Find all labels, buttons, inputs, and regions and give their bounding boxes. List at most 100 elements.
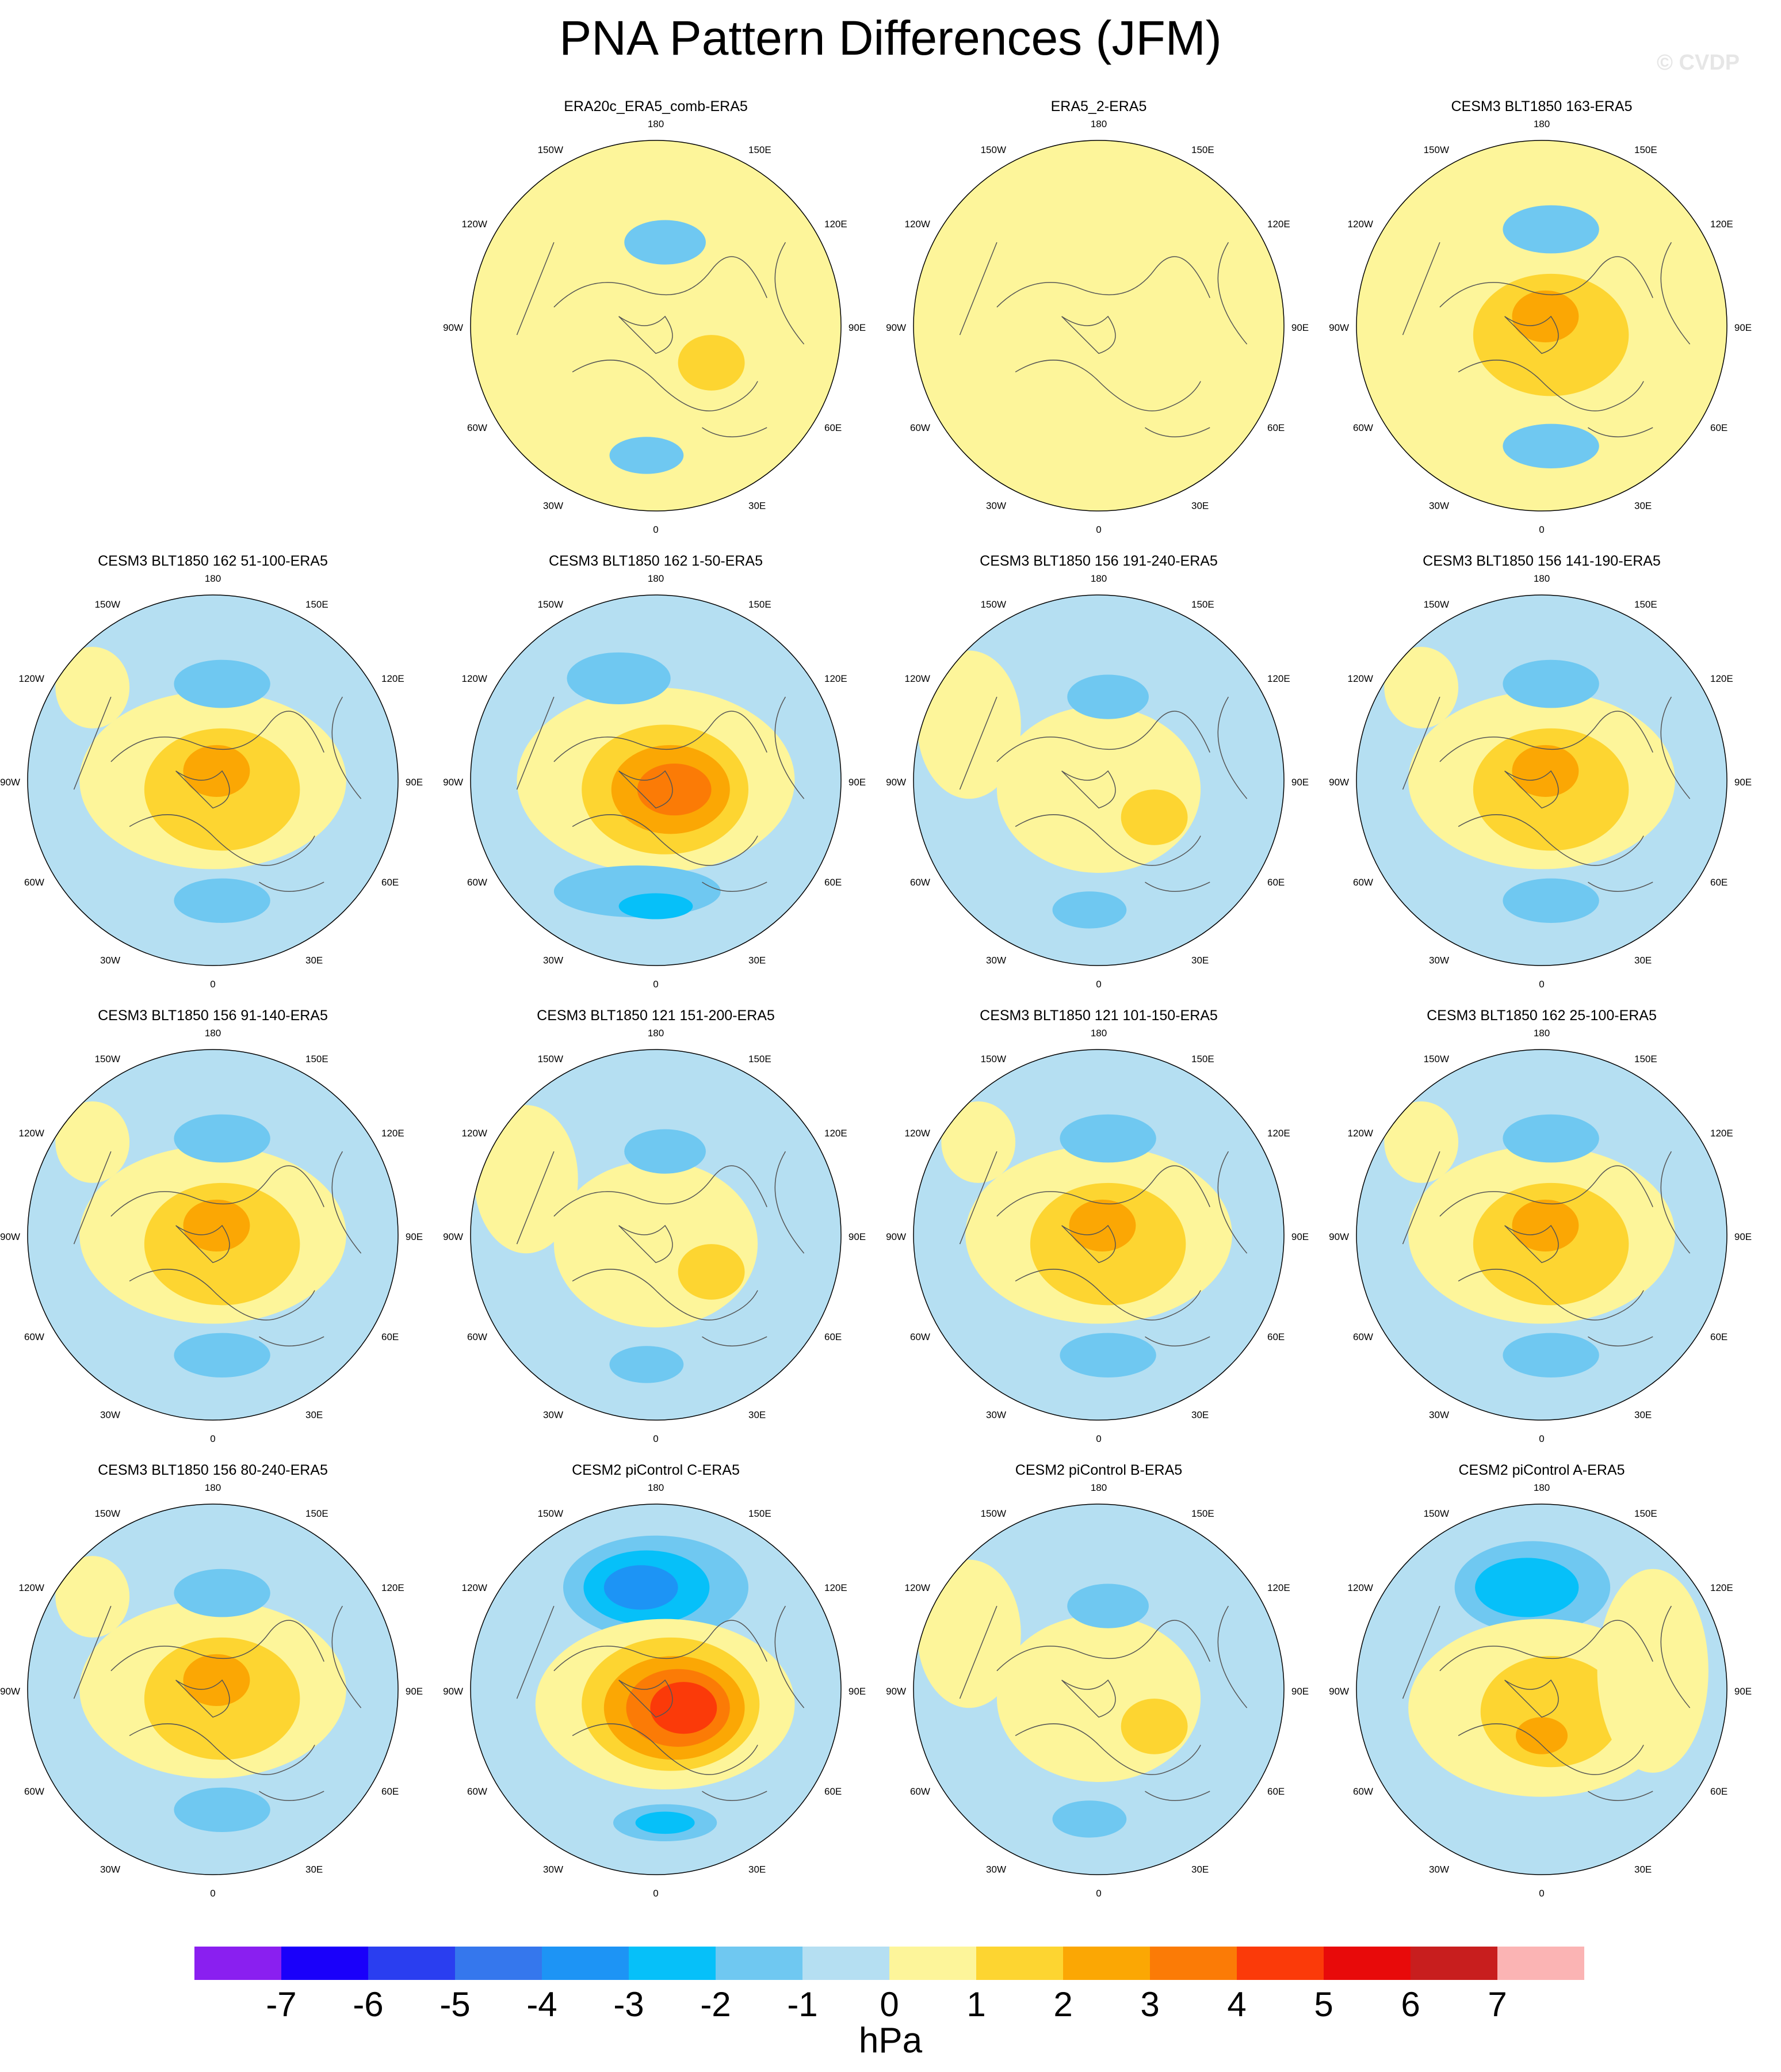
coastline — [572, 1269, 758, 1321]
longitude-label: 90E — [849, 322, 866, 333]
coastline — [959, 242, 997, 335]
anomaly-contour — [1503, 878, 1599, 923]
coastline — [1588, 882, 1653, 892]
colorbar-segment — [889, 1947, 976, 1980]
map-panel: CESM3 BLT1850 156 141-190-ERA5 180 150W 150… — [1329, 552, 1755, 995]
anomaly-contour — [650, 1682, 717, 1734]
colorbar-tick-label: -1 — [787, 1985, 817, 2021]
coastline — [1458, 1723, 1644, 1775]
longitude-label: 90W — [886, 777, 906, 788]
coastline — [1504, 770, 1559, 809]
longitude-label: 150E — [1191, 599, 1214, 610]
longitude-label: 30W — [100, 1864, 120, 1875]
coastline — [1217, 1151, 1248, 1254]
coastline — [1015, 1723, 1201, 1775]
polar-map: 180 150W 150E 120W 120E 90W 90E 60W 60E 30W 30E 0 — [0, 1028, 423, 1444]
anomaly-contour — [609, 437, 684, 474]
anomaly-contour — [960, 418, 1090, 511]
anomaly-contour — [1060, 1333, 1156, 1377]
anomaly-contour — [678, 1244, 745, 1300]
longitude-label: 30W — [100, 1409, 120, 1420]
anomaly-contour — [1121, 789, 1188, 845]
coastline — [1660, 696, 1691, 799]
anomaly-contour — [174, 878, 270, 923]
longitude-label: 30W — [543, 1409, 563, 1420]
longitude-label: 60E — [1710, 422, 1728, 433]
longitude-label: 180 — [1091, 119, 1107, 129]
longitude-label: 120E — [1267, 1582, 1290, 1593]
longitude-label: 120W — [19, 1128, 44, 1139]
longitude-label: 90E — [1734, 322, 1752, 333]
longitude-label: 180 — [1534, 119, 1550, 129]
coastline — [1660, 1151, 1691, 1254]
longitude-label: 60E — [824, 1786, 842, 1797]
anomaly-contour — [174, 1569, 270, 1617]
coastline — [175, 1679, 230, 1718]
longitude-label: 30E — [1191, 1409, 1209, 1420]
map-border — [27, 1049, 399, 1421]
colorbar-segment — [1237, 1947, 1324, 1980]
anomaly-contour — [917, 650, 1021, 799]
anomaly-contour — [474, 1105, 578, 1254]
longitude-label: 150E — [1634, 599, 1657, 610]
coastline — [1504, 1224, 1559, 1264]
longitude-label: 60E — [1267, 422, 1285, 433]
coastline — [1015, 814, 1201, 866]
coastline — [1061, 1679, 1116, 1718]
panel-title: ERA5_2-ERA5 — [1050, 98, 1147, 115]
longitude-label: 60W — [910, 877, 930, 888]
coastline — [1402, 242, 1440, 335]
map-panel: CESM3 BLT1850 156 80-240-ERA5 180 150W 150E… — [0, 1462, 426, 1905]
anomaly-contour — [941, 1101, 1016, 1183]
anomaly-contour — [1503, 205, 1599, 254]
longitude-label: 90E — [849, 1231, 866, 1242]
figure-title: PNA Pattern Differences (JFM) — [559, 11, 1222, 65]
coastline — [331, 696, 362, 799]
coastline — [73, 1151, 112, 1245]
longitude-label: 90E — [1291, 777, 1309, 788]
longitude-label: 180 — [1534, 1482, 1550, 1493]
longitude-label: 30W — [1429, 955, 1449, 966]
panel-title: ERA20c_ERA5_comb-ERA5 — [564, 98, 748, 115]
longitude-label: 90W — [886, 1231, 906, 1242]
coastline — [996, 1620, 1210, 1672]
longitude-label: 150E — [1634, 1054, 1657, 1064]
longitude-label: 150W — [1424, 144, 1449, 155]
anomaly-contour — [1597, 1569, 1709, 1773]
coastline — [516, 1605, 555, 1699]
longitude-label: 60W — [1353, 422, 1373, 433]
longitude-label: 150E — [748, 1054, 771, 1064]
longitude-label: 0 — [210, 1433, 215, 1444]
longitude-label: 60E — [381, 1786, 399, 1797]
longitude-label: 90W — [0, 1231, 20, 1242]
longitude-label: 150W — [981, 1508, 1006, 1519]
map-panel: CESM3 BLT1850 121 151-200-ERA5 180 150W 150… — [443, 1007, 869, 1450]
longitude-label: 150E — [1634, 1508, 1657, 1519]
longitude-label: 150W — [981, 599, 1006, 610]
anomaly-contour — [1052, 891, 1127, 929]
longitude-label: 180 — [648, 1482, 664, 1493]
anomaly-contour — [1503, 1333, 1599, 1377]
map-border — [1356, 1049, 1728, 1421]
map-border — [27, 594, 399, 966]
polar-map: 180 150W 150E 120W 120E 90W 90E 60W 60E 30W 30E 0 — [1329, 119, 1752, 535]
longitude-label: 0 — [210, 979, 215, 990]
longitude-label: 150E — [1634, 144, 1657, 155]
longitude-label: 60W — [467, 1331, 487, 1342]
longitude-label: 180 — [1091, 1028, 1107, 1039]
coastline — [110, 711, 324, 762]
coastline — [1458, 1269, 1644, 1321]
longitude-label: 30W — [543, 1864, 563, 1875]
longitude-label: 30W — [986, 500, 1006, 511]
coastline — [175, 770, 230, 809]
colorbar-segment — [1497, 1947, 1584, 1980]
longitude-label: 150W — [538, 1054, 563, 1064]
longitude-label: 90W — [443, 777, 463, 788]
anomaly-contour — [917, 1559, 1021, 1708]
longitude-label: 180 — [648, 119, 664, 129]
map-border — [1356, 140, 1728, 512]
coastline — [572, 814, 758, 866]
colorbar-segment — [716, 1947, 802, 1980]
coastline — [259, 882, 324, 892]
anomaly-contour — [603, 1565, 678, 1610]
